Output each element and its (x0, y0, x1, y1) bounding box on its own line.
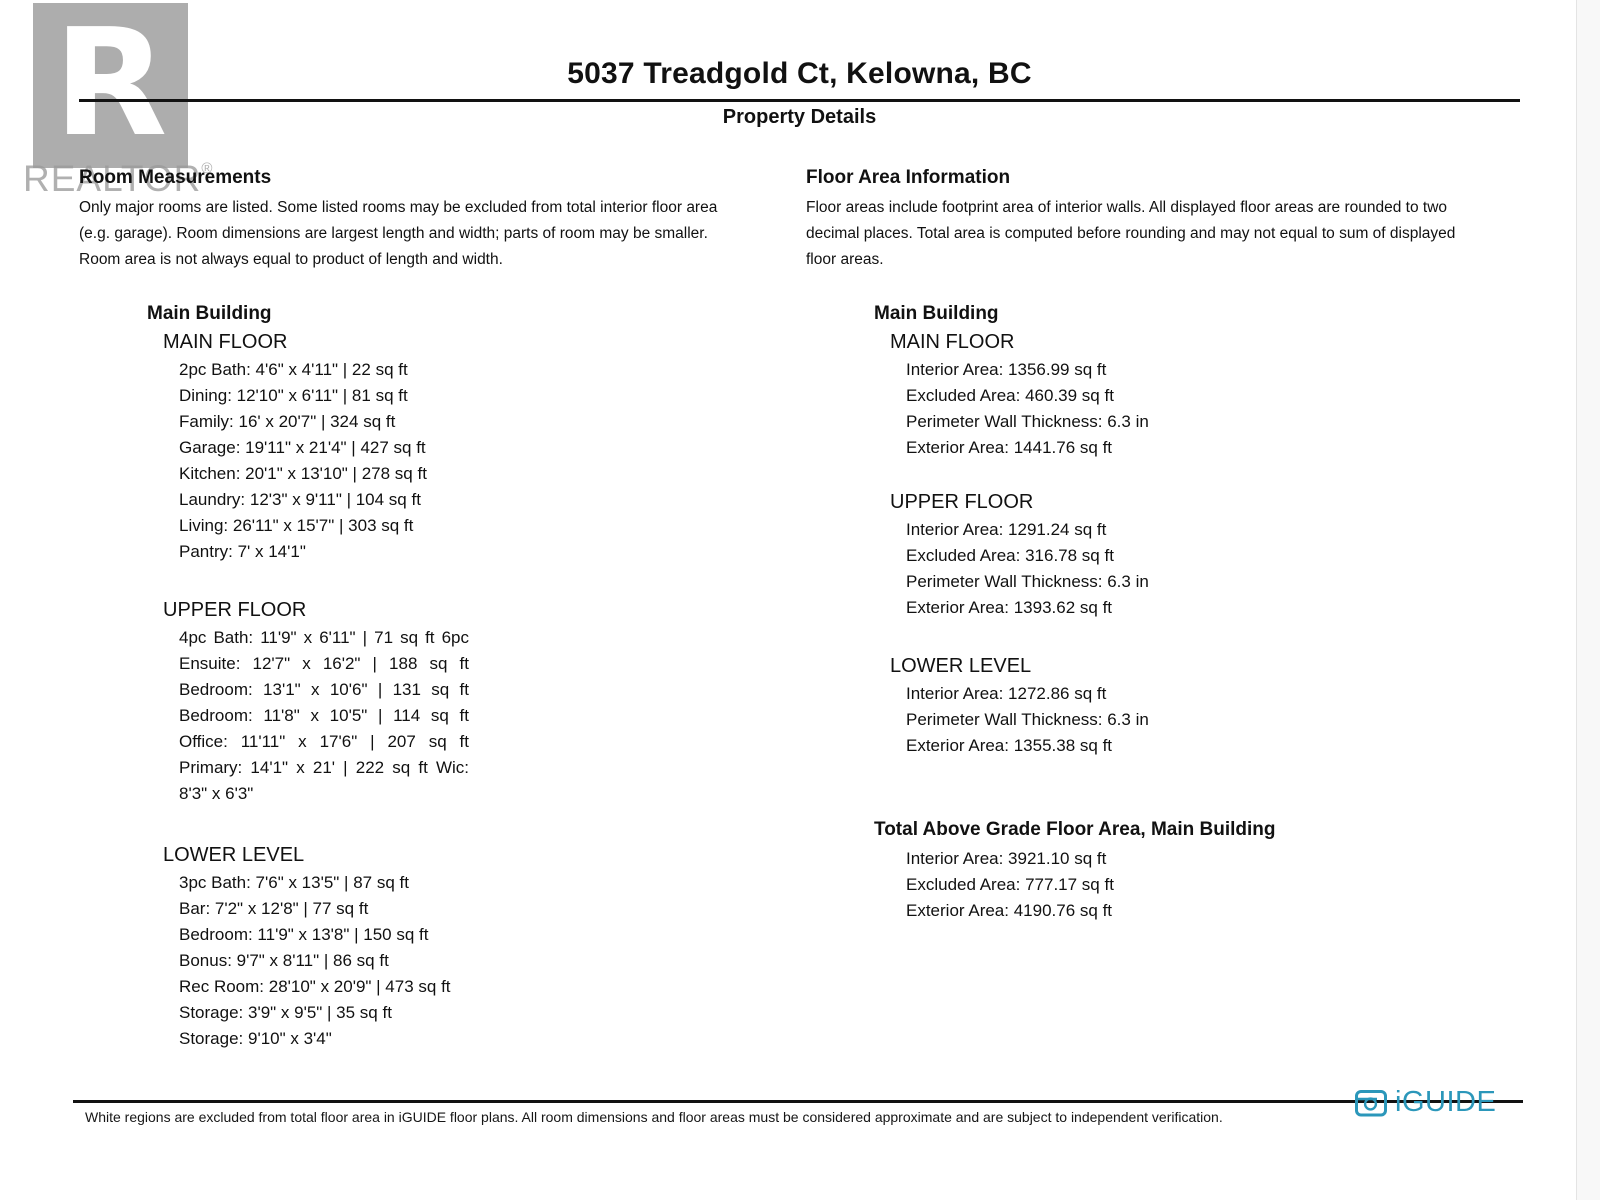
iguide-camera-icon (1355, 1089, 1387, 1116)
floor-heading: UPPER FLOOR (163, 599, 307, 621)
area-stats: Interior Area: 3921.10 sq ft Excluded Ar… (906, 846, 1520, 924)
building-heading: Main Building (147, 303, 272, 324)
room-entry: 2pc Bath: 4'6" x 4'11" | 22 sq ft (179, 360, 408, 379)
area-section-main: MAIN FLOOR Interior Area: 1356.99 sq ft … (806, 330, 1520, 461)
room-entry: Bedroom: 13'1" x 10'6" | 131 sq ft (179, 680, 469, 699)
stat-line: Excluded Area: 460.39 sq ft (906, 386, 1114, 405)
room-entry: Laundry: 12'3" x 9'11" | 104 sq ft (179, 490, 421, 509)
two-column-layout: Room Measurements Only major rooms are l… (79, 166, 1520, 1052)
area-stats: Interior Area: 1356.99 sq ft Excluded Ar… (906, 357, 1520, 461)
room-entry: Bar: 7'2" x 12'8" | 77 sq ft (179, 899, 369, 918)
room-entry: Storage: 3'9" x 9'5" | 35 sq ft (179, 1003, 392, 1022)
room-entry: Bedroom: 11'8" x 10'5" | 114 sq ft (179, 706, 469, 725)
room-list: 3pc Bath: 7'6" x 13'5" | 87 sq ft Bar: 7… (179, 870, 769, 1052)
realtor-logo-icon: R (33, 3, 188, 168)
room-list: 2pc Bath: 4'6" x 4'11" | 22 sq ft Dining… (179, 357, 769, 565)
area-stats: Interior Area: 1272.86 sq ft Perimeter W… (906, 681, 1520, 759)
stat-line: Perimeter Wall Thickness: 6.3 in (906, 572, 1149, 591)
room-entry: Garage: 19'11" x 21'4" | 427 sq ft (179, 438, 426, 457)
stat-line: Exterior Area: 1355.38 sq ft (906, 736, 1113, 755)
footer-divider (73, 1100, 1523, 1103)
stat-line: Interior Area: 1291.24 sq ft (906, 520, 1107, 539)
registered-trademark-icon: ® (201, 160, 214, 177)
floor-heading: MAIN FLOOR (163, 331, 288, 353)
page-right-edge (1576, 0, 1600, 1200)
stat-line: Perimeter Wall Thickness: 6.3 in (906, 412, 1149, 431)
page-title: 5037 Treadgold Ct, Kelowna, BC (567, 57, 1032, 90)
stat-line: Excluded Area: 777.17 sq ft (906, 875, 1114, 894)
document-content: 5037 Treadgold Ct, Kelowna, BC Property … (79, 0, 1520, 1052)
area-stats: Interior Area: 1291.24 sq ft Excluded Ar… (906, 517, 1520, 621)
floor-section-lower: LOWER LEVEL 3pc Bath: 7'6" x 13'5" | 87 … (79, 843, 769, 1052)
floor-area-heading: Floor Area Information (806, 167, 1011, 188)
stat-line: Interior Area: 1272.86 sq ft (906, 684, 1107, 703)
floor-section-upper: UPPER FLOOR 4pc Bath: 11'9" x 6'11" | 71… (79, 598, 769, 807)
room-entry: Living: 26'11" x 15'7" | 303 sq ft (179, 516, 414, 535)
room-measurements-description: Only major rooms are listed. Some listed… (79, 199, 718, 268)
realtor-logo-letter: R (53, 0, 168, 169)
floor-heading: LOWER LEVEL (163, 844, 305, 866)
stat-line: Exterior Area: 4190.76 sq ft (906, 901, 1113, 920)
total-area-heading: Total Above Grade Floor Area, Main Build… (874, 819, 1276, 840)
room-entry: Ensuite: 12'7" x 16'2" | 188 sq ft (179, 654, 469, 673)
floor-heading: MAIN FLOOR (890, 331, 1015, 353)
room-entry: 8'3" x 6'3" (179, 784, 254, 803)
area-section-upper: UPPER FLOOR Interior Area: 1291.24 sq ft… (806, 490, 1520, 621)
page-subtitle: Property Details (722, 106, 877, 128)
floor-area-description: Floor areas include footprint area of in… (806, 199, 1456, 268)
room-entry: Bonus: 9'7" x 8'11" | 86 sq ft (179, 951, 389, 970)
stat-line: Interior Area: 1356.99 sq ft (906, 360, 1107, 379)
iguide-logo: iGUIDE (1354, 1086, 1496, 1119)
room-entry: 3pc Bath: 7'6" x 13'5" | 87 sq ft (179, 873, 409, 892)
room-entry: Office: 11'11" x 17'6" | 207 sq ft (179, 732, 469, 751)
room-entry: 4pc Bath: 11'9" x 6'11" | 71 sq ft 6pc (179, 628, 469, 647)
room-entry: Bedroom: 11'9" x 13'8" | 150 sq ft (179, 925, 429, 944)
total-area-section: Total Above Grade Floor Area, Main Build… (806, 818, 1520, 924)
stat-line: Excluded Area: 316.78 sq ft (906, 546, 1114, 565)
room-list: 4pc Bath: 11'9" x 6'11" | 71 sq ft 6pc E… (179, 625, 769, 807)
stat-line: Perimeter Wall Thickness: 6.3 in (906, 710, 1149, 729)
floor-section-main: MAIN FLOOR 2pc Bath: 4'6" x 4'11" | 22 s… (79, 330, 769, 565)
stat-line: Exterior Area: 1393.62 sq ft (906, 598, 1113, 617)
room-entry: Family: 16' x 20'7" | 324 sq ft (179, 412, 396, 431)
stat-line: Exterior Area: 1441.76 sq ft (906, 438, 1113, 457)
area-section-lower: LOWER LEVEL Interior Area: 1272.86 sq ft… (806, 654, 1520, 759)
room-entry: Kitchen: 20'1" x 13'10" | 278 sq ft (179, 464, 427, 483)
floor-heading: UPPER FLOOR (890, 491, 1034, 513)
room-measurements-heading: Room Measurements (79, 167, 272, 188)
iguide-wordmark: iGUIDE (1395, 1086, 1497, 1118)
floor-area-column: Floor Area Information Floor areas inclu… (806, 166, 1520, 1052)
building-heading: Main Building (874, 303, 999, 324)
footer-disclaimer: White regions are excluded from total fl… (85, 1109, 1223, 1125)
room-entry: Primary: 14'1" x 21' | 222 sq ft Wic: (179, 758, 469, 777)
room-entry: Pantry: 7' x 14'1" (179, 542, 306, 561)
room-entry: Rec Room: 28'10" x 20'9" | 473 sq ft (179, 977, 451, 996)
room-entry: Dining: 12'10" x 6'11" | 81 sq ft (179, 386, 408, 405)
room-entry: Storage: 9'10" x 3'4" (179, 1029, 332, 1048)
stat-line: Interior Area: 3921.10 sq ft (906, 849, 1107, 868)
room-measurements-column: Room Measurements Only major rooms are l… (79, 166, 769, 1052)
realtor-watermark-label: REALTOR® (23, 158, 213, 200)
floor-heading: LOWER LEVEL (890, 655, 1032, 677)
realtor-watermark-text: REALTOR (23, 158, 202, 199)
title-divider (79, 99, 1520, 102)
